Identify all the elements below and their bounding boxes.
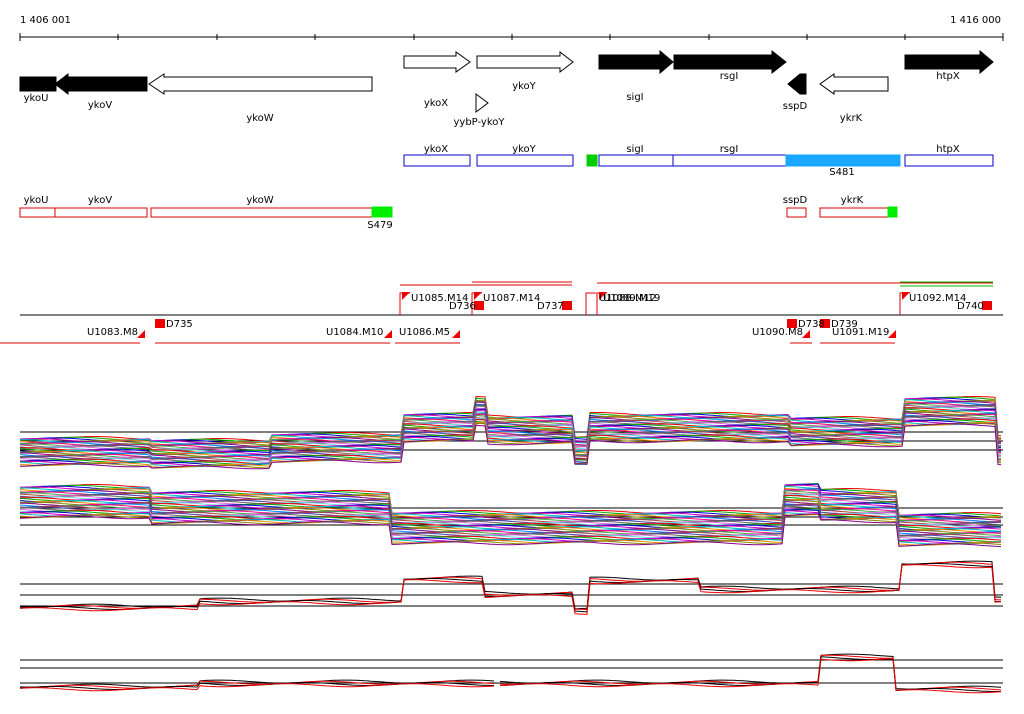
feature-label: S479 bbox=[367, 220, 392, 231]
feature-label: ykoU bbox=[24, 195, 49, 206]
transcript-label: U1087.M14 bbox=[483, 293, 540, 304]
feature-label: sspD bbox=[783, 195, 808, 206]
transcript-label: D735 bbox=[166, 319, 193, 330]
transcript-label: D737 bbox=[537, 301, 564, 312]
expression-line bbox=[19, 498, 1002, 533]
feature-label: ykoY bbox=[512, 144, 536, 155]
gene-label: ykoW bbox=[246, 113, 273, 124]
gene-label: ykrK bbox=[840, 113, 863, 124]
ruler bbox=[19, 33, 1004, 41]
transcript-label: U1090.M8 bbox=[752, 327, 803, 338]
expression-line bbox=[19, 683, 495, 692]
feature-label: rsgI bbox=[720, 144, 739, 155]
gene-label: yybP-ykoY bbox=[453, 117, 505, 128]
feature-label: ykoV bbox=[88, 195, 112, 206]
transcript-label: D740 bbox=[957, 301, 984, 312]
transcript-label: U1084.M10 bbox=[326, 327, 383, 338]
gene-label: ykoX bbox=[424, 98, 448, 109]
gene-label: sspD bbox=[783, 101, 808, 112]
feature-label: S481 bbox=[829, 167, 854, 178]
transcript-label: D738 bbox=[798, 319, 825, 330]
expression-line bbox=[20, 510, 1002, 544]
feature-label: ykoX bbox=[424, 144, 448, 155]
expression-line bbox=[19, 423, 1002, 470]
transcript-label: D736 bbox=[449, 301, 476, 312]
gene-label: ykoY bbox=[512, 81, 536, 92]
gene-label: ykoV bbox=[88, 100, 112, 111]
transcript-label: U1085.M14 bbox=[411, 293, 468, 304]
transcript-label: D739 bbox=[831, 319, 858, 330]
feature-label: ykoW bbox=[246, 195, 273, 206]
gene-label: htpX bbox=[936, 71, 960, 82]
expression-line bbox=[19, 406, 1002, 453]
transcript-label: U1088.M12 bbox=[599, 293, 656, 304]
expression-line bbox=[499, 657, 1002, 694]
feature-boxes-red bbox=[19, 206, 898, 218]
ruler-start: 1 406 001 bbox=[20, 15, 71, 26]
transcript-label: U1092.M14 bbox=[909, 293, 966, 304]
gene-label: ykoU bbox=[24, 93, 49, 104]
expression-line bbox=[500, 656, 1001, 692]
transcript-lines bbox=[0, 281, 1003, 344]
expression-line bbox=[19, 560, 1002, 610]
feature-label: ykrK bbox=[841, 195, 864, 206]
transcript-label: U1089.M19 bbox=[603, 293, 660, 304]
feature-boxes-blue bbox=[403, 154, 994, 167]
transcript-flags bbox=[137, 292, 992, 338]
expression-tracks bbox=[19, 395, 1003, 694]
transcript-label: U1083.M8 bbox=[87, 327, 138, 338]
feature-label: sigI bbox=[626, 144, 643, 155]
transcript-label: U1091.M19 bbox=[832, 327, 889, 338]
expression-line bbox=[19, 513, 1002, 547]
ruler-end: 1 416 000 bbox=[950, 15, 1001, 26]
gene-label: rsgI bbox=[720, 71, 739, 82]
feature-label: htpX bbox=[936, 144, 960, 155]
expression-line bbox=[19, 564, 1002, 615]
gene-label: sigI bbox=[626, 92, 643, 103]
transcript-label: U1086.M5 bbox=[399, 327, 450, 338]
expression-line bbox=[19, 563, 1001, 613]
gene-arrows bbox=[19, 49, 994, 113]
